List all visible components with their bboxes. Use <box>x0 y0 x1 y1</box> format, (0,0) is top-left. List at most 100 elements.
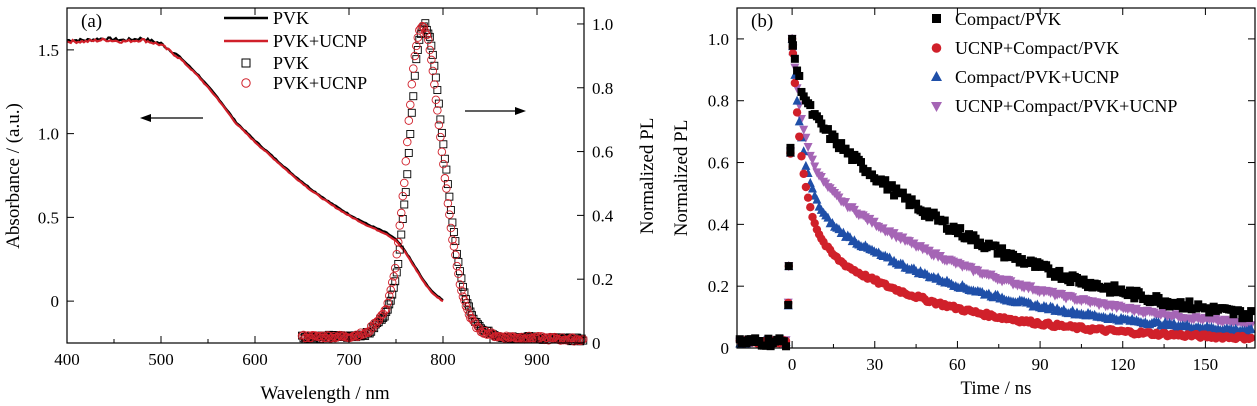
pl-point-square <box>445 192 454 201</box>
decay-point-square <box>905 201 914 210</box>
decay-point-square <box>786 148 795 157</box>
pl-markers-pvk-ucnp <box>297 22 588 346</box>
pl-point-square <box>437 128 446 137</box>
pl-point-square <box>397 230 406 239</box>
pl-point-circle <box>366 322 376 331</box>
pl-point-square <box>433 86 442 95</box>
panel-a-legend: PVK PVK+UCNP PVK PVK+UCNP <box>224 8 367 93</box>
decay-point-circle <box>1246 333 1256 343</box>
panel-b-x-tick-label: 120 <box>1110 355 1136 374</box>
decay-point-square <box>931 211 940 220</box>
decay-point-square <box>1130 294 1139 303</box>
decay-point-square <box>1086 278 1095 287</box>
pl-point-circle <box>390 263 400 273</box>
decay-point-square <box>834 144 843 153</box>
decay-point-circle <box>803 193 813 202</box>
decay-point-square <box>991 241 1000 250</box>
panel-b-y-tick-label: 0.2 <box>708 277 729 296</box>
decay-point-square <box>826 135 835 144</box>
pl-point-circle <box>524 331 534 341</box>
pl-point-circle <box>452 261 462 271</box>
decay-point-square <box>845 148 854 157</box>
decay-point-triangle-down <box>801 133 811 143</box>
decay-point-square <box>1073 273 1082 282</box>
panel-a-y2-axis-label: Normalized PL <box>637 118 658 235</box>
panel-a-y-axis-label: Absorbance / (a.u.) <box>3 103 24 249</box>
panel-b-x-axis-label: Time / ns <box>960 378 1031 399</box>
pl-point-circle <box>448 235 457 245</box>
panel-b-x-tick-label: 90 <box>1032 355 1049 374</box>
legend-marker-ucnp-compact-pvk <box>931 43 942 53</box>
decay-point-triangle-down <box>816 173 826 183</box>
right-arrow <box>465 107 526 115</box>
pl-point-circle <box>302 333 311 342</box>
pl-point-square <box>442 165 451 174</box>
decay-point-square <box>907 195 916 204</box>
pl-point-circle <box>470 318 480 327</box>
pl-point-square <box>436 115 445 124</box>
decay-point-square <box>830 132 839 141</box>
absorbance-line-pvk-ucnp <box>66 37 444 303</box>
decay-point-square <box>1185 297 1194 306</box>
decay-point-circle <box>797 152 806 161</box>
panel-a-y2-tick-label: 0.2 <box>592 270 613 289</box>
pl-point-square <box>439 140 448 149</box>
decay-point-square <box>1203 304 1212 313</box>
pl-point-circle <box>418 22 427 31</box>
decay-point-square <box>887 181 896 190</box>
decay-point-square <box>876 175 885 184</box>
pl-markers-pvk <box>298 19 588 346</box>
pl-point-circle <box>422 30 432 40</box>
pl-point-circle <box>436 132 445 142</box>
pl-point-circle <box>434 120 444 130</box>
decay-point-circle <box>801 182 811 192</box>
pl-point-square <box>427 41 436 50</box>
panel-b-legend: Compact/PVK UCNP+Compact/PVK Compact/PVK… <box>931 9 1177 116</box>
pl-point-circle <box>431 95 441 105</box>
decay-point-square <box>1192 304 1201 313</box>
panel-a-y2-tick-label: 1.0 <box>592 15 613 34</box>
decay-point-square <box>920 211 929 220</box>
pl-point-circle <box>460 296 469 305</box>
legend-label-ucnp-compact-pvk-ucnp: UCNP+Compact/PVK+UCNP <box>955 96 1177 116</box>
decay-point-square <box>1000 253 1009 262</box>
panel-a-x-tick-label: 500 <box>148 350 174 369</box>
decay-point-circle <box>795 132 804 141</box>
decay-point-square <box>823 125 832 134</box>
pl-point-circle <box>392 249 402 259</box>
pl-point-circle <box>378 309 388 319</box>
decay-point-square <box>1247 307 1256 316</box>
pl-point-circle <box>458 292 468 301</box>
decay-point-square <box>784 300 793 309</box>
decay-point-triangle-down <box>799 125 809 135</box>
absorbance-line-pvk <box>66 36 444 302</box>
decay-point-square <box>949 222 958 231</box>
pl-point-circle <box>397 208 406 218</box>
decay-point-square <box>1055 266 1064 275</box>
decay-point-triangle-up <box>792 95 802 105</box>
panel-a-x-tick-label: 700 <box>336 350 362 369</box>
panel-b-x-tick-label: 150 <box>1193 355 1219 374</box>
decay-point-circle <box>806 203 815 212</box>
legend-label-ucnp-compact-pvk: UCNP+Compact/PVK <box>955 38 1119 58</box>
pl-point-circle <box>424 35 433 45</box>
decay-point-triangle-down <box>810 162 820 172</box>
pl-point-circle <box>419 23 429 32</box>
panel-a-chart: 400 500 600 700 800 900 0 0.5 1.0 1.5 0 0.2 0.4 0.6 0.… <box>3 7 658 404</box>
decay-point-square <box>953 229 962 238</box>
decay-point-square <box>1048 268 1057 277</box>
pl-point-circle <box>403 137 412 147</box>
decay-point-square <box>890 191 899 200</box>
decay-point-square <box>956 224 965 233</box>
decay-point-square <box>848 156 857 165</box>
pl-point-circle <box>437 147 447 157</box>
pl-point-circle <box>410 51 420 61</box>
decay-point-square <box>786 143 795 152</box>
panel-a-x-tick-label: 600 <box>242 350 268 369</box>
panel-a-y-tick-label: 1.5 <box>38 41 59 60</box>
legend-label-compact-pvk-ucnp: Compact/PVK+UCNP <box>955 67 1119 87</box>
panel-a-ticks: 400 500 600 700 800 900 0 0.5 1.0 1.5 0 0.2 0.4 0.6 0.… <box>38 8 614 369</box>
decay-point-square <box>817 119 826 128</box>
pl-point-circle <box>389 272 398 281</box>
pl-point-square <box>406 130 415 138</box>
